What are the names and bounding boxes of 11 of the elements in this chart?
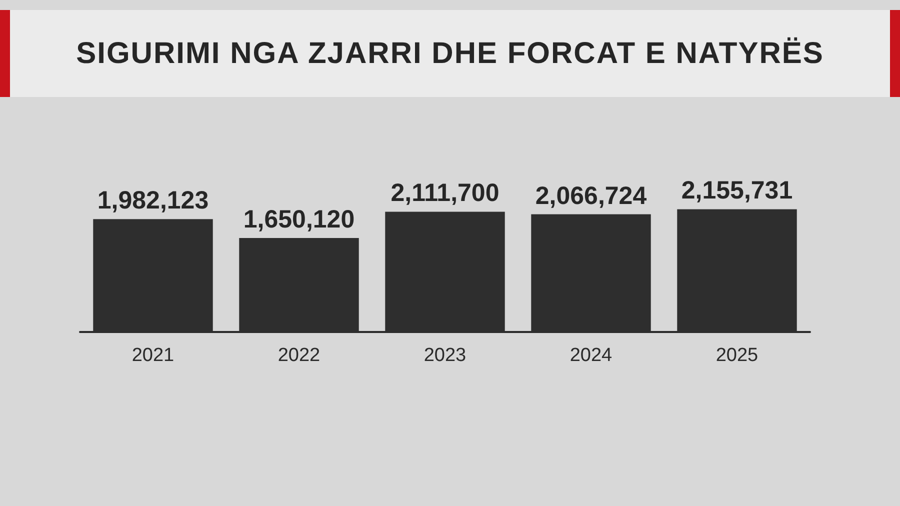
x-tick-label: 2021 [132,345,174,366]
data-label: 1,982,123 [97,186,209,215]
data-label: 2,155,731 [681,176,793,205]
chart-title: SIGURIMI NGA ZJARRI DHE FORCAT E NATYRËS [76,36,824,70]
data-label: 2,111,700 [390,179,500,208]
x-tick-label: 2025 [716,345,758,366]
x-tick-label: 2023 [424,345,466,366]
x-tick-label: 2024 [570,345,613,366]
x-tick-label: 2022 [278,345,320,366]
data-label: 2,066,724 [535,182,647,210]
data-label: 1,650,120 [243,206,355,234]
